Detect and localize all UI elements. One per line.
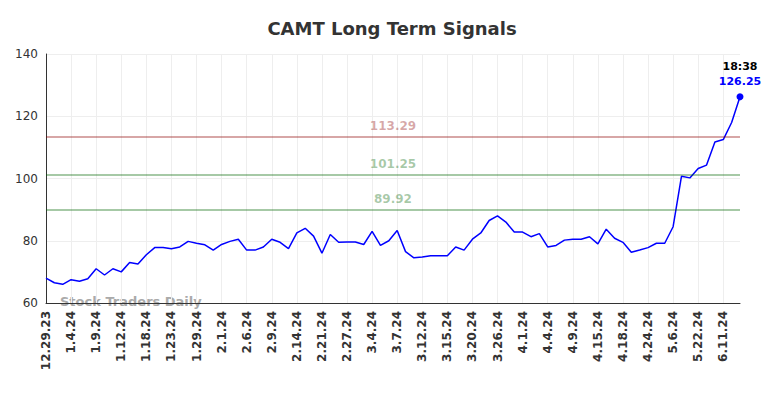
svg-text:5.22.24: 5.22.24: [691, 311, 705, 362]
svg-text:60: 60: [23, 296, 38, 310]
svg-text:2.9.24: 2.9.24: [265, 311, 279, 354]
svg-text:4.4.24: 4.4.24: [541, 311, 555, 354]
svg-text:2.21.24: 2.21.24: [315, 311, 329, 362]
svg-text:1.12.24: 1.12.24: [114, 311, 128, 362]
svg-text:1.9.24: 1.9.24: [89, 311, 103, 354]
svg-text:126.25: 126.25: [719, 75, 761, 88]
svg-text:3.7.24: 3.7.24: [390, 311, 404, 354]
svg-text:113.29: 113.29: [370, 119, 416, 133]
svg-text:4.24.24: 4.24.24: [641, 311, 655, 362]
svg-text:3.26.24: 3.26.24: [491, 311, 505, 362]
svg-text:3.15.24: 3.15.24: [440, 311, 454, 362]
svg-text:CAMT Long Term Signals: CAMT Long Term Signals: [267, 18, 516, 39]
svg-text:4.15.24: 4.15.24: [591, 311, 605, 362]
svg-text:4.1.24: 4.1.24: [516, 311, 530, 354]
svg-text:120: 120: [15, 109, 38, 123]
svg-text:140: 140: [15, 47, 38, 61]
svg-text:2.27.24: 2.27.24: [340, 311, 354, 362]
svg-text:100: 100: [15, 172, 38, 186]
svg-text:Stock Traders Daily: Stock Traders Daily: [60, 294, 202, 309]
svg-text:3.4.24: 3.4.24: [365, 311, 379, 354]
svg-text:89.92: 89.92: [374, 192, 412, 206]
svg-text:6.11.24: 6.11.24: [716, 311, 730, 362]
svg-text:1.23.24: 1.23.24: [164, 311, 178, 362]
svg-text:3.12.24: 3.12.24: [415, 311, 429, 362]
svg-text:1.4.24: 1.4.24: [64, 311, 78, 354]
svg-text:12.29.23: 12.29.23: [39, 311, 53, 370]
svg-text:4.9.24: 4.9.24: [566, 311, 580, 354]
svg-text:18:38: 18:38: [722, 60, 757, 73]
svg-text:1.18.24: 1.18.24: [139, 311, 153, 362]
svg-text:2.6.24: 2.6.24: [240, 311, 254, 354]
svg-text:5.6.24: 5.6.24: [666, 311, 680, 354]
svg-text:80: 80: [23, 234, 38, 248]
svg-text:3.20.24: 3.20.24: [465, 311, 479, 362]
svg-text:1.29.24: 1.29.24: [190, 311, 204, 362]
svg-text:4.18.24: 4.18.24: [616, 311, 630, 362]
svg-text:2.14.24: 2.14.24: [290, 311, 304, 362]
svg-text:101.25: 101.25: [370, 157, 416, 171]
svg-text:2.1.24: 2.1.24: [215, 311, 229, 354]
